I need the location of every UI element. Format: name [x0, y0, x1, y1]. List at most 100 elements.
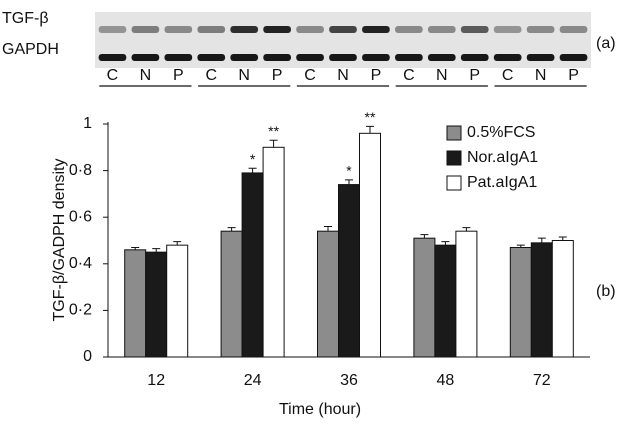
bar: [456, 231, 477, 357]
blot-band: [132, 26, 160, 33]
y-tick-label: 0·8: [69, 162, 92, 179]
lane-label: P: [371, 67, 382, 84]
error-bar: [228, 228, 236, 231]
blot-band: [99, 26, 127, 33]
bar: [146, 252, 167, 357]
bar: [339, 185, 360, 357]
blot-band: [263, 54, 291, 61]
bar: [318, 231, 339, 357]
blot-band: [461, 54, 489, 61]
significance-mark: **: [365, 109, 376, 125]
significance-mark: **: [268, 123, 279, 139]
lane-label: C: [304, 67, 316, 84]
bar: [242, 173, 263, 357]
error-bar: [559, 237, 567, 240]
blot-band: [362, 54, 390, 61]
bar: [125, 250, 146, 357]
blot-band: [132, 54, 160, 61]
significance-mark: *: [250, 151, 256, 167]
lane-label: N: [337, 67, 349, 84]
lane-label: C: [205, 67, 217, 84]
error-bar: [441, 242, 449, 245]
lane-label: C: [403, 67, 415, 84]
blot-band: [197, 54, 225, 61]
bar: [435, 245, 456, 357]
blot-band: [494, 26, 522, 33]
error-bar: [420, 235, 428, 238]
y-tick-label: 0·2: [69, 302, 92, 319]
lane-label: P: [469, 67, 480, 84]
lane-label: P: [568, 67, 579, 84]
y-tick-label: 0: [83, 348, 92, 365]
error-bar: [324, 227, 332, 232]
legend-swatch: [447, 126, 461, 140]
error-bar: [249, 168, 257, 173]
significance-mark: *: [346, 163, 352, 179]
lane-label: N: [436, 67, 448, 84]
blot-band: [362, 26, 390, 33]
y-tick-label: 1: [83, 115, 92, 132]
lane-label: N: [535, 67, 547, 84]
lane-label: C: [502, 67, 514, 84]
blot-row-label: GAPDH: [2, 41, 59, 58]
blot-row-label: TGF-β: [2, 10, 49, 27]
x-tick-label: 24: [244, 372, 262, 389]
panel-label: (b): [596, 283, 616, 300]
panel-label: (a): [596, 35, 616, 52]
bar: [167, 245, 188, 357]
lane-label: N: [238, 67, 250, 84]
error-bar: [538, 238, 546, 243]
blot-band: [263, 26, 291, 33]
error-bar: [366, 126, 374, 133]
blot-band: [296, 26, 324, 33]
blot-band: [527, 26, 555, 33]
x-tick-label: 48: [437, 372, 455, 389]
blot-band: [230, 26, 258, 33]
error-bar: [462, 228, 470, 231]
blot-band: [461, 26, 489, 33]
y-tick-label: 0·6: [69, 208, 92, 225]
blot-band: [494, 54, 522, 61]
blot-band: [428, 26, 456, 33]
y-axis-title: TGF-β/GADPH density: [51, 158, 68, 321]
lane-label: P: [272, 67, 283, 84]
figure: TGF-β GAPDH (a) (b) Time (hour) TGF-β/GA…: [0, 0, 628, 427]
legend-label: Pat.aIgA1: [467, 174, 537, 191]
blot-band: [395, 54, 423, 61]
lane-label: N: [140, 67, 152, 84]
blot-band: [230, 54, 258, 61]
error-bar: [270, 140, 278, 147]
blot-band: [527, 54, 555, 61]
blot-band: [165, 54, 193, 61]
legend-swatch: [447, 151, 461, 165]
y-tick-label: 0·4: [69, 255, 92, 272]
x-tick-label: 12: [147, 372, 165, 389]
blot-band: [560, 54, 588, 61]
blot-band: [329, 54, 357, 61]
blot-band: [165, 26, 193, 33]
blot-band: [395, 26, 423, 33]
x-axis-title: Time (hour): [279, 401, 361, 418]
blot-band: [197, 26, 225, 33]
legend-label: 0.5%FCS: [467, 124, 535, 141]
blot-band: [296, 54, 324, 61]
blot-band: [329, 26, 357, 33]
lane-label: C: [107, 67, 119, 84]
x-tick-label: 72: [533, 372, 551, 389]
bar: [414, 238, 435, 357]
error-bar: [173, 242, 181, 245]
bar: [221, 231, 242, 357]
blot-band: [428, 54, 456, 61]
blot-band: [560, 26, 588, 33]
error-bar: [152, 249, 160, 252]
blot-band: [99, 54, 127, 61]
legend-swatch: [447, 176, 461, 190]
bar: [263, 147, 284, 357]
bar: [360, 133, 381, 357]
bar: [510, 247, 531, 357]
error-bar: [345, 180, 353, 185]
bar: [552, 241, 573, 358]
bar: [531, 243, 552, 357]
x-tick-label: 36: [340, 372, 358, 389]
lane-label: P: [173, 67, 184, 84]
